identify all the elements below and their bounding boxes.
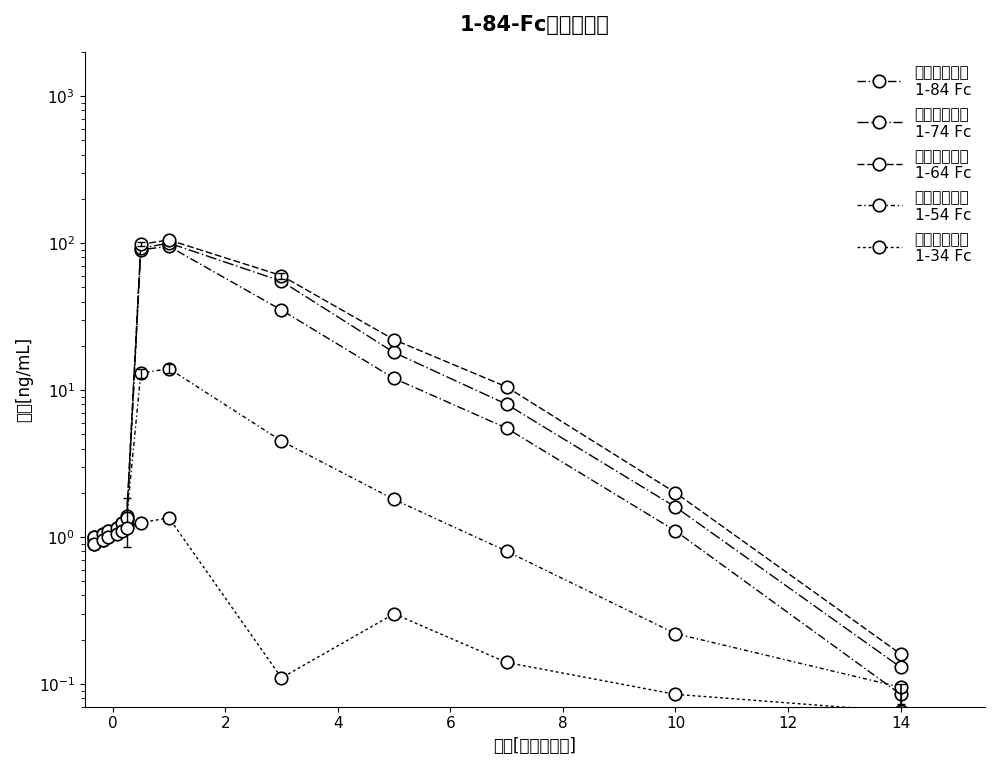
甲状旁腺激素
1-64 Fc: [163, 236, 175, 245]
甲状旁腺激素
1-64 Fc: [97, 529, 109, 538]
甲状旁腺激素
1-74 Fc: [121, 516, 133, 525]
甲状旁腺激素
1-34 Fc: [275, 673, 287, 682]
甲状旁腺激素
1-84 Fc: [111, 526, 123, 535]
甲状旁腺激素
1-84 Fc: [669, 526, 681, 535]
甲状旁腺激素
1-74 Fc: [102, 529, 114, 538]
甲状旁腺激素
1-64 Fc: [121, 511, 133, 520]
甲状旁腺激素
1-84 Fc: [116, 524, 128, 533]
甲状旁腺激素
1-54 Fc: [388, 495, 400, 504]
甲状旁腺激素
1-84 Fc: [97, 536, 109, 545]
甲状旁腺激素
1-74 Fc: [895, 663, 907, 672]
甲状旁腺激素
1-64 Fc: [135, 239, 147, 249]
甲状旁腺激素
1-34 Fc: [501, 658, 513, 667]
Y-axis label: 浓度[ng/mL]: 浓度[ng/mL]: [15, 336, 33, 422]
甲状旁腺激素
1-64 Fc: [669, 488, 681, 497]
甲状旁腺激素
1-74 Fc: [88, 536, 100, 545]
甲状旁腺激素
1-54 Fc: [121, 514, 133, 523]
甲状旁腺激素
1-64 Fc: [275, 271, 287, 280]
甲状旁腺激素
1-84 Fc: [121, 521, 133, 530]
甲状旁腺激素
1-84 Fc: [388, 373, 400, 383]
甲状旁腺激素
1-54 Fc: [895, 683, 907, 692]
甲状旁腺激素
1-74 Fc: [669, 502, 681, 511]
甲状旁腺激素
1-64 Fc: [116, 518, 128, 527]
甲状旁腺激素
1-34 Fc: [669, 690, 681, 699]
甲状旁腺激素
1-64 Fc: [895, 649, 907, 658]
甲状旁腺激素
1-74 Fc: [135, 244, 147, 253]
X-axis label: 时间[给药后天数]: 时间[给药后天数]: [493, 737, 576, 755]
甲状旁腺激素
1-64 Fc: [501, 382, 513, 391]
甲状旁腺激素
1-84 Fc: [895, 690, 907, 699]
Line: 甲状旁腺激素
1-34 Fc: 甲状旁腺激素 1-34 Fc: [88, 511, 907, 718]
甲状旁腺激素
1-84 Fc: [135, 245, 147, 254]
Title: 1-84-Fc截短突变体: 1-84-Fc截短突变体: [460, 15, 610, 35]
甲状旁腺激素
1-74 Fc: [275, 276, 287, 286]
甲状旁腺激素
1-64 Fc: [88, 532, 100, 541]
甲状旁腺激素
1-54 Fc: [501, 547, 513, 556]
甲状旁腺激素
1-84 Fc: [88, 539, 100, 548]
甲状旁腺激素
1-54 Fc: [111, 524, 123, 533]
甲状旁腺激素
1-54 Fc: [135, 369, 147, 378]
甲状旁腺激素
1-74 Fc: [116, 521, 128, 530]
Legend: 甲状旁腺激素
1-84 Fc, 甲状旁腺激素
1-74 Fc, 甲状旁腺激素
1-64 Fc, 甲状旁腺激素
1-54 Fc, 甲状旁腺激素
1-34 Fc: 甲状旁腺激素 1-84 Fc, 甲状旁腺激素 1-74 Fc, 甲状旁腺激素 1…: [850, 59, 977, 270]
甲状旁腺激素
1-34 Fc: [895, 707, 907, 716]
甲状旁腺激素
1-54 Fc: [102, 526, 114, 535]
甲状旁腺激素
1-34 Fc: [163, 514, 175, 523]
甲状旁腺激素
1-74 Fc: [388, 348, 400, 357]
Line: 甲状旁腺激素
1-74 Fc: 甲状旁腺激素 1-74 Fc: [88, 237, 907, 674]
Line: 甲状旁腺激素
1-54 Fc: 甲状旁腺激素 1-54 Fc: [88, 363, 907, 694]
甲状旁腺激素
1-64 Fc: [111, 524, 123, 533]
甲状旁腺激素
1-34 Fc: [111, 529, 123, 538]
甲状旁腺激素
1-34 Fc: [135, 518, 147, 527]
甲状旁腺激素
1-34 Fc: [97, 536, 109, 545]
甲状旁腺激素
1-34 Fc: [121, 524, 133, 533]
甲状旁腺激素
1-74 Fc: [97, 532, 109, 541]
甲状旁腺激素
1-74 Fc: [501, 400, 513, 409]
甲状旁腺激素
1-54 Fc: [163, 364, 175, 373]
甲状旁腺激素
1-54 Fc: [97, 529, 109, 538]
甲状旁腺激素
1-34 Fc: [116, 526, 128, 535]
甲状旁腺激素
1-54 Fc: [88, 532, 100, 541]
甲状旁腺激素
1-34 Fc: [388, 609, 400, 618]
甲状旁腺激素
1-54 Fc: [669, 629, 681, 638]
甲状旁腺激素
1-74 Fc: [111, 526, 123, 535]
甲状旁腺激素
1-34 Fc: [88, 539, 100, 548]
甲状旁腺激素
1-84 Fc: [501, 424, 513, 433]
甲状旁腺激素
1-84 Fc: [102, 532, 114, 541]
甲状旁腺激素
1-54 Fc: [116, 518, 128, 527]
Line: 甲状旁腺激素
1-84 Fc: 甲状旁腺激素 1-84 Fc: [88, 240, 907, 701]
甲状旁腺激素
1-64 Fc: [388, 335, 400, 344]
甲状旁腺激素
1-84 Fc: [275, 306, 287, 315]
甲状旁腺激素
1-84 Fc: [163, 242, 175, 251]
甲状旁腺激素
1-34 Fc: [102, 532, 114, 541]
Line: 甲状旁腺激素
1-64 Fc: 甲状旁腺激素 1-64 Fc: [88, 233, 907, 660]
甲状旁腺激素
1-74 Fc: [163, 239, 175, 248]
甲状旁腺激素
1-54 Fc: [275, 437, 287, 446]
甲状旁腺激素
1-64 Fc: [102, 526, 114, 535]
